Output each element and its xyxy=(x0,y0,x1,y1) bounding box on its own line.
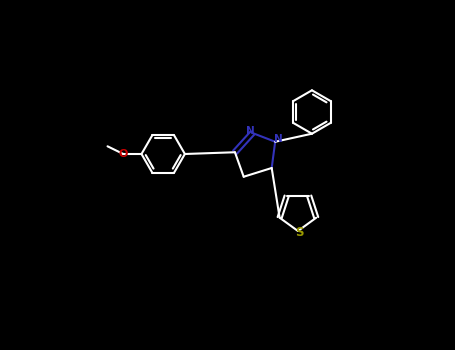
Text: O: O xyxy=(119,149,128,159)
Text: S: S xyxy=(295,226,304,239)
Text: N: N xyxy=(273,134,283,144)
Text: N: N xyxy=(246,126,254,135)
